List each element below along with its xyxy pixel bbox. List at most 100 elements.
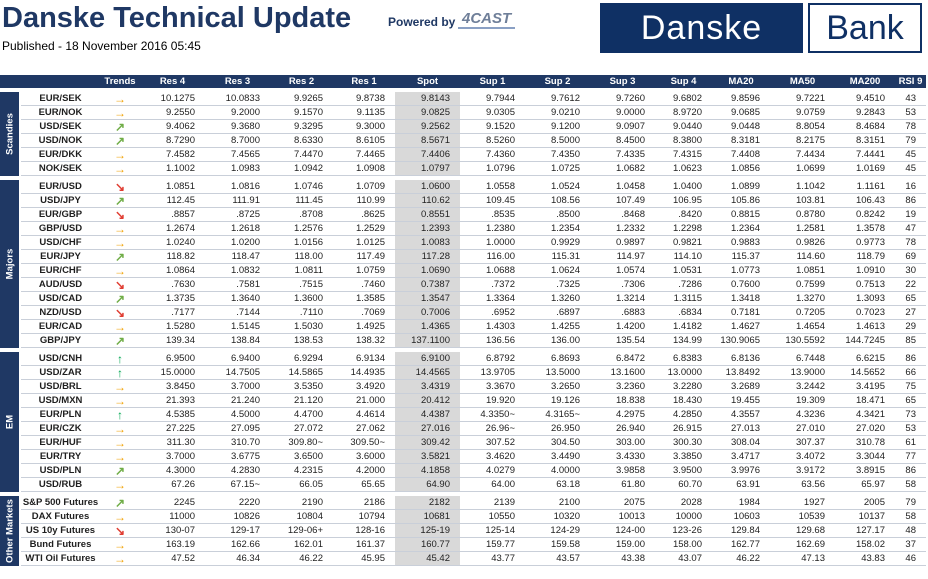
value-cell: 3.4620 <box>485 451 515 462</box>
value-cell: 67.15~ <box>230 479 260 490</box>
value-cell: 308.04 <box>730 437 760 448</box>
value-cell: 1.4654 <box>795 321 825 332</box>
instrument: USD/JPY <box>40 195 81 206</box>
value-cell: 14.7505 <box>225 367 260 378</box>
value-cell: 1.0458 <box>615 181 645 192</box>
value-cell: 66 <box>905 367 916 378</box>
row-divider <box>21 421 926 422</box>
column-header: Sup 2 <box>525 75 590 88</box>
value-cell: 4.3000 <box>165 465 195 476</box>
value-cell: .8725 <box>236 209 260 220</box>
instrument: USD/BRL <box>39 381 82 392</box>
value-cell: 1.3260 <box>550 293 580 304</box>
value-cell: 60.70 <box>678 479 702 490</box>
value-cell: 47.52 <box>171 553 195 564</box>
value-cell: 1.3418 <box>730 293 760 304</box>
trend-arrow: ↗ <box>114 120 126 133</box>
value-cell: 8.4500 <box>615 135 645 146</box>
value-cell: 69 <box>905 251 916 262</box>
value-cell: 1.4365 <box>395 320 460 333</box>
value-cell: 4.4614 <box>355 409 385 420</box>
value-cell: .7325 <box>556 279 580 290</box>
value-cell: 2005 <box>863 497 885 508</box>
instrument: USD/NOK <box>38 135 83 146</box>
value-cell: 4.2830 <box>230 465 260 476</box>
value-cell: 159.58 <box>550 539 580 550</box>
row-divider <box>21 133 926 134</box>
value-cell: 159.77 <box>485 539 515 550</box>
value-cell: 134.99 <box>672 335 702 346</box>
value-cell: 3.3850 <box>672 451 702 462</box>
row-divider <box>21 161 926 162</box>
value-cell: 3.9172 <box>795 465 825 476</box>
value-cell: 300.30 <box>672 437 702 448</box>
trend-arrow: ↑ <box>117 352 123 365</box>
trend-arrow: → <box>114 450 126 463</box>
value-cell: 106.43 <box>855 195 885 206</box>
value-cell: 13.9705 <box>480 367 515 378</box>
value-cell: 1.0524 <box>550 181 580 192</box>
value-cell: .8420 <box>678 209 702 220</box>
value-cell: 85 <box>905 335 916 346</box>
row-divider <box>21 305 926 306</box>
value-cell: 3.5350 <box>293 381 323 392</box>
value-cell: 1.2674 <box>165 223 195 234</box>
instrument: EUR/CAD <box>38 321 83 332</box>
value-cell: 14.5865 <box>288 367 323 378</box>
value-cell: 162.01 <box>293 539 323 550</box>
value-cell: 4.4387 <box>395 408 460 421</box>
value-cell: 1.0856 <box>730 163 760 174</box>
value-cell: 9.8738 <box>355 93 385 104</box>
value-cell: 7.4441 <box>855 149 885 160</box>
value-cell: 1.0169 <box>855 163 885 174</box>
value-cell: 65 <box>905 293 916 304</box>
value-cell: 10804 <box>296 511 323 522</box>
value-cell: .8857 <box>171 209 195 220</box>
value-cell: 6.8136 <box>730 353 760 364</box>
value-cell: 0.9773 <box>855 237 885 248</box>
instrument: EUR/DKK <box>38 149 83 160</box>
value-cell: 1.2364 <box>730 223 760 234</box>
value-cell: 78 <box>905 237 916 248</box>
value-cell: 3.3044 <box>855 451 885 462</box>
value-cell: 14.4935 <box>350 367 385 378</box>
value-cell: 1.2393 <box>395 222 460 235</box>
column-header: Trends <box>100 75 140 88</box>
value-cell: 7.4335 <box>615 149 645 160</box>
column-header: Res 2 <box>270 75 333 88</box>
value-cell: 3.4717 <box>730 451 760 462</box>
brand-logo: Bank <box>808 3 922 53</box>
value-cell: 13.8492 <box>725 367 760 378</box>
trend-arrow: → <box>114 394 126 407</box>
row-divider <box>21 221 926 222</box>
value-cell: 103.81 <box>795 195 825 206</box>
value-cell: 117.28 <box>395 250 460 263</box>
trend-arrow: → <box>114 320 126 333</box>
instrument: EUR/USD <box>39 181 82 192</box>
value-cell: 8.2175 <box>795 135 825 146</box>
value-cell: 307.52 <box>485 437 515 448</box>
value-cell: 0.8815 <box>730 209 760 220</box>
row-divider <box>21 277 926 278</box>
value-cell: 1.1002 <box>165 163 195 174</box>
value-cell: 110.99 <box>356 195 385 206</box>
value-cell: 118.79 <box>856 251 885 262</box>
value-cell: 3.4920 <box>355 381 385 392</box>
value-cell: 110.62 <box>395 194 460 207</box>
value-cell: 109.45 <box>485 195 515 206</box>
value-cell: 1.5280 <box>165 321 195 332</box>
instrument: DAX Futures <box>31 511 90 522</box>
value-cell: 1.3578 <box>855 223 885 234</box>
value-cell: 29 <box>905 321 916 332</box>
value-cell: 0.8780 <box>795 209 825 220</box>
value-cell: 1.4925 <box>355 321 385 332</box>
value-cell: 3.4319 <box>395 380 460 393</box>
value-cell: .7372 <box>491 279 515 290</box>
instrument: USD/RUB <box>38 479 83 490</box>
value-cell: 6.9400 <box>230 353 260 364</box>
trend-arrow: → <box>114 422 126 435</box>
row-divider <box>21 319 926 320</box>
trend-arrow: ↗ <box>114 496 126 509</box>
value-cell: 9.3680 <box>230 121 260 132</box>
trend-arrow: ↗ <box>114 334 126 347</box>
